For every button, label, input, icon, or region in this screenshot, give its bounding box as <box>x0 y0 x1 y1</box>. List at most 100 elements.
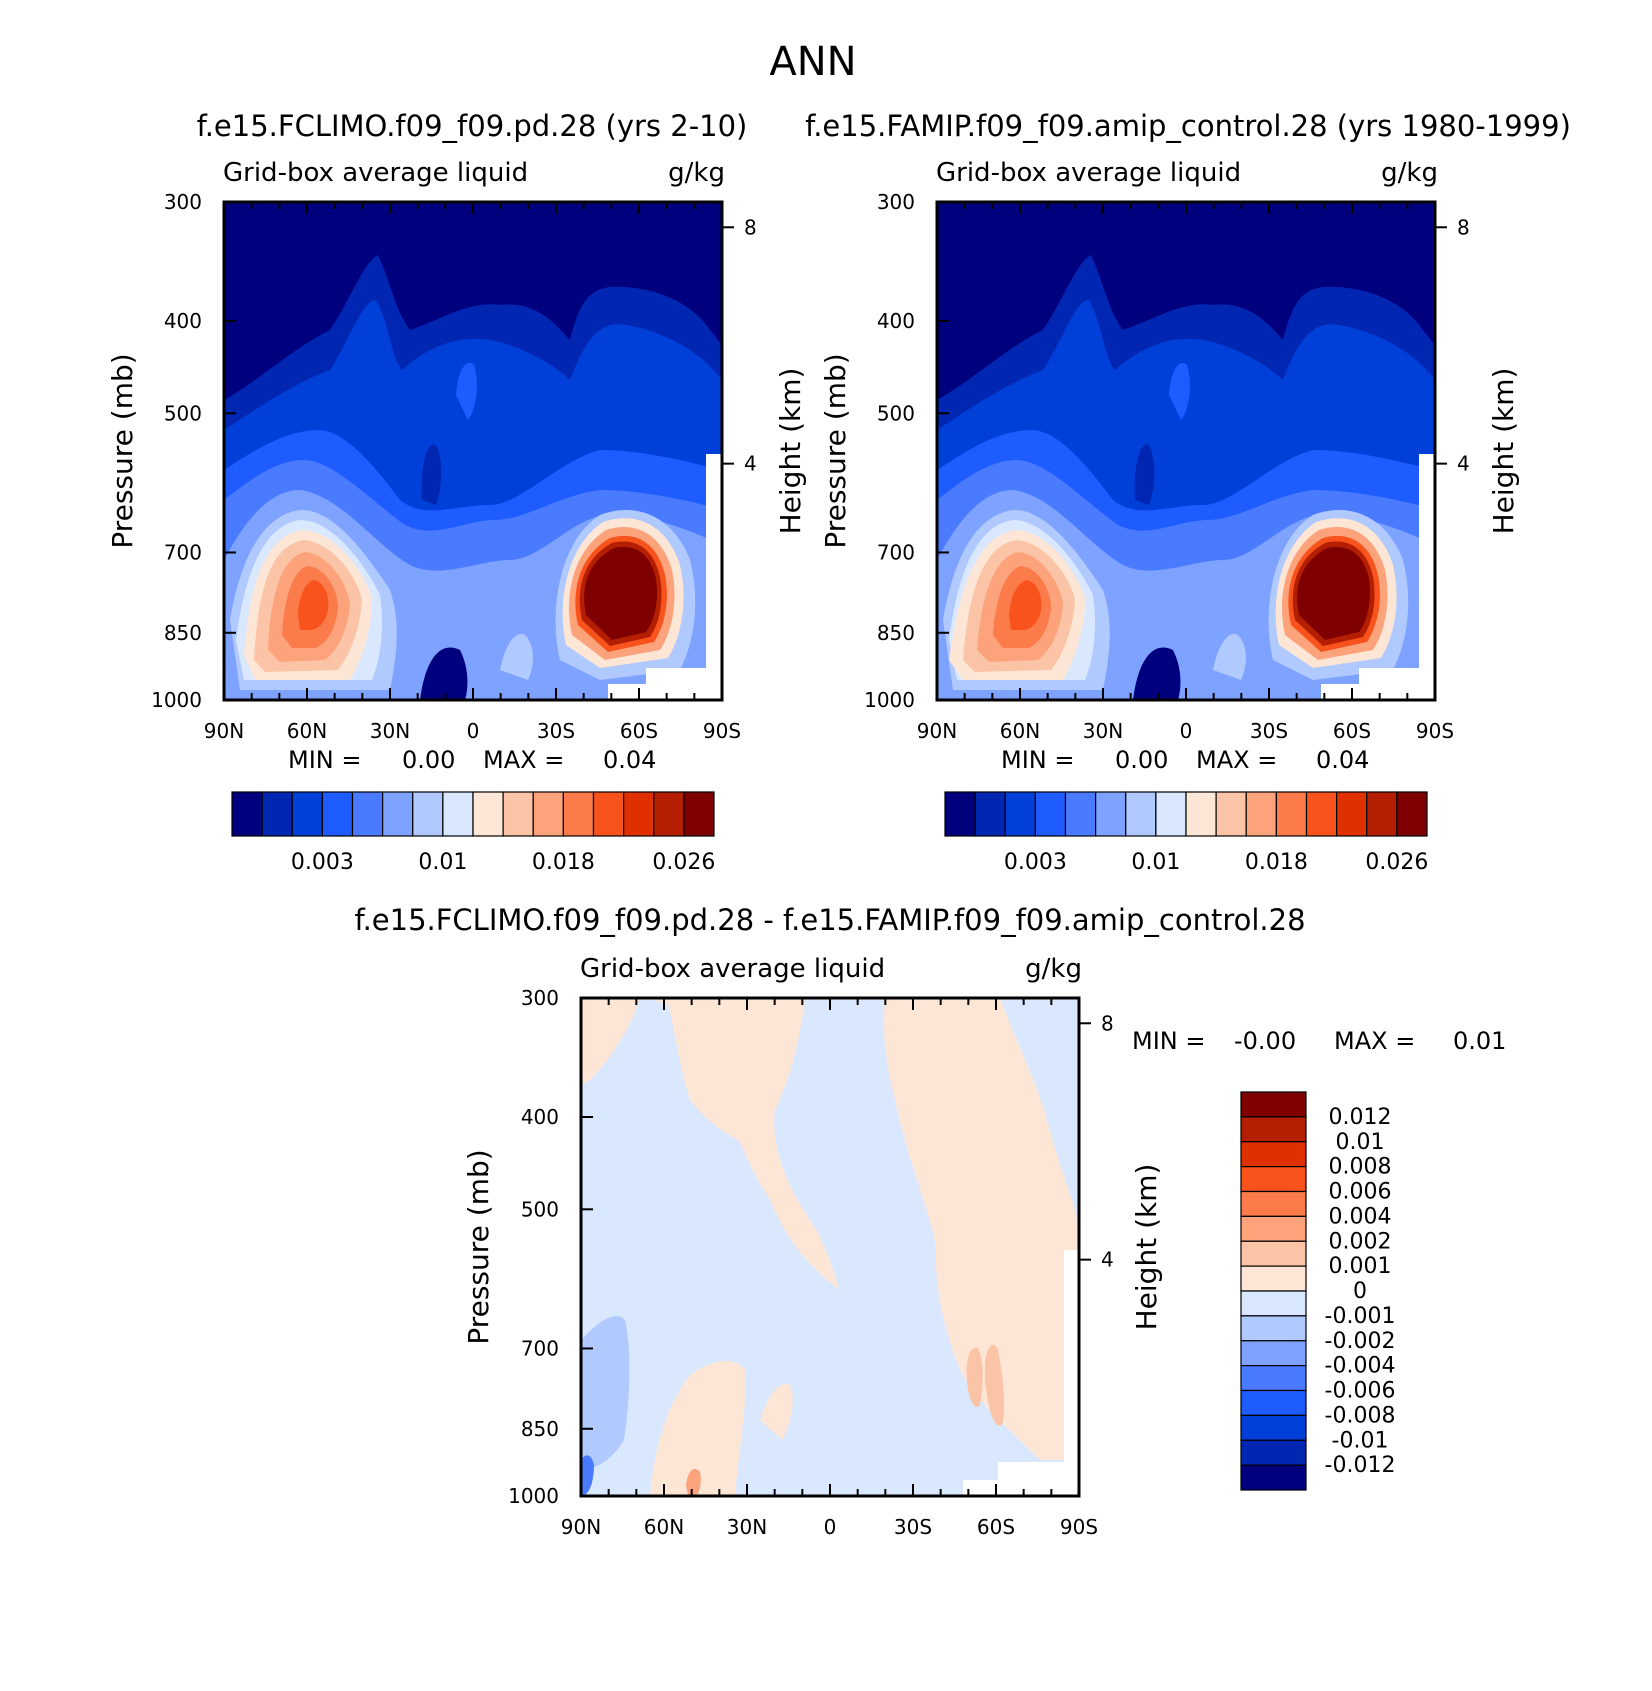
x-tick-label: 30N <box>727 1515 767 1539</box>
x-tick-label: 60N <box>287 719 327 743</box>
panel-3-min-label: MIN = <box>1132 1027 1205 1055</box>
field-convective-column <box>1169 363 1190 420</box>
panel-1-max-label: MAX = <box>483 746 564 774</box>
x-tick-label: 60S <box>977 1515 1015 1539</box>
x-tick-label: 60N <box>1000 719 1040 743</box>
colorbar-box <box>1034 791 1067 837</box>
x-tick-label: 60S <box>1333 719 1371 743</box>
y2-tick-label: 4 <box>1101 1248 1114 1272</box>
field-missing-1 <box>1321 454 1435 700</box>
y-tick-label: 850 <box>521 1417 559 1441</box>
colorbar-box <box>1240 1439 1307 1466</box>
field-dark-pocket-2 <box>1134 444 1155 505</box>
field-layer-12 <box>298 580 329 630</box>
panel-1-ylabel: Pressure (mb) <box>106 353 139 548</box>
colorbar-label: -0.006 <box>1325 1379 1396 1404</box>
panel-3-max-value: 0.01 <box>1453 1027 1506 1055</box>
panel-1-max-value: 0.04 <box>603 746 656 774</box>
colorbar-label: 0.006 <box>1329 1180 1392 1205</box>
panel-3-min-value: -0.00 <box>1234 1027 1296 1055</box>
colorbar-label: -0.002 <box>1325 1329 1396 1354</box>
colorbar-box <box>231 791 263 837</box>
colorbar-label: 0.018 <box>1245 850 1308 875</box>
diff-positive-nh-surface <box>686 1468 701 1496</box>
x-tick-label: 60S <box>620 719 658 743</box>
field-dark-pocket <box>420 647 468 700</box>
y-tick-label: 500 <box>877 401 915 425</box>
colorbar-box <box>442 791 474 837</box>
panel-1-field <box>224 202 722 700</box>
colorbar-box <box>1396 791 1428 837</box>
colorbar-label: -0.012 <box>1325 1453 1396 1478</box>
field-tropics-light <box>500 634 533 680</box>
colorbar-box <box>532 791 564 837</box>
panel-2-y2label: Height (km) <box>1487 368 1520 535</box>
y-tick-label: 300 <box>164 190 202 214</box>
y-tick-label: 400 <box>877 309 915 333</box>
colorbar-box <box>1240 1091 1307 1118</box>
panel-3-y2label: Height (km) <box>1130 1164 1163 1331</box>
panel-2-axes <box>936 201 1447 701</box>
colorbar-box <box>1185 791 1217 837</box>
y-tick-label: 500 <box>521 1197 559 1221</box>
diff-positive-nh-top <box>581 998 640 1085</box>
field-dark-pocket <box>1133 647 1181 700</box>
panel-3-subtitle-left: Grid-box average liquid <box>580 954 885 984</box>
colorbar-box <box>1240 1240 1307 1267</box>
diff-positive-lower-tropics <box>760 1384 793 1440</box>
colorbar-label: 0.003 <box>291 850 354 875</box>
colorbar-box <box>1155 791 1187 837</box>
y2-tick-label: 4 <box>744 452 757 476</box>
colorbar-box <box>1095 791 1127 837</box>
panel-3-axes <box>580 997 1091 1497</box>
colorbar-label: -0.004 <box>1325 1354 1396 1379</box>
panel-1-subtitle-left: Grid-box average liquid <box>223 158 528 188</box>
colorbar-box <box>1240 1340 1307 1367</box>
colorbar-box <box>1336 791 1368 837</box>
colorbar-label: 0.018 <box>532 850 595 875</box>
panel-3-title: f.e15.FCLIMO.f09_f09.pd.28 - f.e15.FAMIP… <box>354 903 1305 937</box>
x-tick-label: 0 <box>467 719 480 743</box>
y-tick-label: 700 <box>877 540 915 564</box>
colorbar-box <box>562 791 595 837</box>
x-tick-label: 0 <box>824 1515 837 1539</box>
colorbar-box <box>1240 1190 1307 1217</box>
panel-2-min-value: 0.00 <box>1115 746 1168 774</box>
colorbar-box <box>1125 791 1157 837</box>
x-tick-label: 0 <box>1180 719 1193 743</box>
colorbar-box <box>1240 1166 1307 1193</box>
panel-2-subtitle-left: Grid-box average liquid <box>936 158 1241 188</box>
panel-3: f.e15.FCLIMO.f09_f09.pd.28 - f.e15.FAMIP… <box>354 903 1506 1539</box>
colorbar-box <box>592 791 625 837</box>
y-tick-label: 850 <box>877 621 915 645</box>
panel-1-min-value: 0.00 <box>402 746 455 774</box>
y-tick-label: 1000 <box>151 688 202 712</box>
field-sh-layer-15 <box>1297 546 1370 640</box>
x-tick-label: 60N <box>644 1515 684 1539</box>
panel-2-title: f.e15.FAMIP.f09_f09.amip_control.28 (yrs… <box>805 109 1571 143</box>
colorbar-label: 0.01 <box>1336 1130 1385 1155</box>
panel-3-ylabel: Pressure (mb) <box>462 1149 495 1344</box>
panel-3-colorbar: 0.0120.010.0080.0060.0040.0020.0010-0.00… <box>1240 1091 1396 1491</box>
colorbar-box <box>1245 791 1277 837</box>
x-tick-label: 90N <box>917 719 957 743</box>
colorbar-label: 0.008 <box>1329 1155 1392 1180</box>
field-convective-column <box>456 363 477 420</box>
y-tick-label: 300 <box>877 190 915 214</box>
colorbar-box <box>1240 1265 1307 1292</box>
panel-1-title: f.e15.FCLIMO.f09_f09.pd.28 (yrs 2-10) <box>197 109 748 143</box>
diff-positive-sh-core <box>966 1347 983 1408</box>
panel-2-min-label: MIN = <box>1001 746 1074 774</box>
y2-tick-label: 8 <box>1101 1011 1114 1035</box>
colorbar-label: -0.008 <box>1325 1403 1396 1428</box>
field-sh-layer-15 <box>584 546 657 640</box>
colorbar-label: 0.002 <box>1329 1229 1392 1254</box>
colorbar-box <box>1275 791 1308 837</box>
colorbar-box <box>351 791 384 837</box>
x-tick-label: 30S <box>537 719 575 743</box>
panel-3-field <box>581 998 1079 1496</box>
colorbar-label: 0.01 <box>1131 850 1180 875</box>
x-tick-label: 90S <box>703 719 741 743</box>
colorbar-box <box>321 791 354 837</box>
